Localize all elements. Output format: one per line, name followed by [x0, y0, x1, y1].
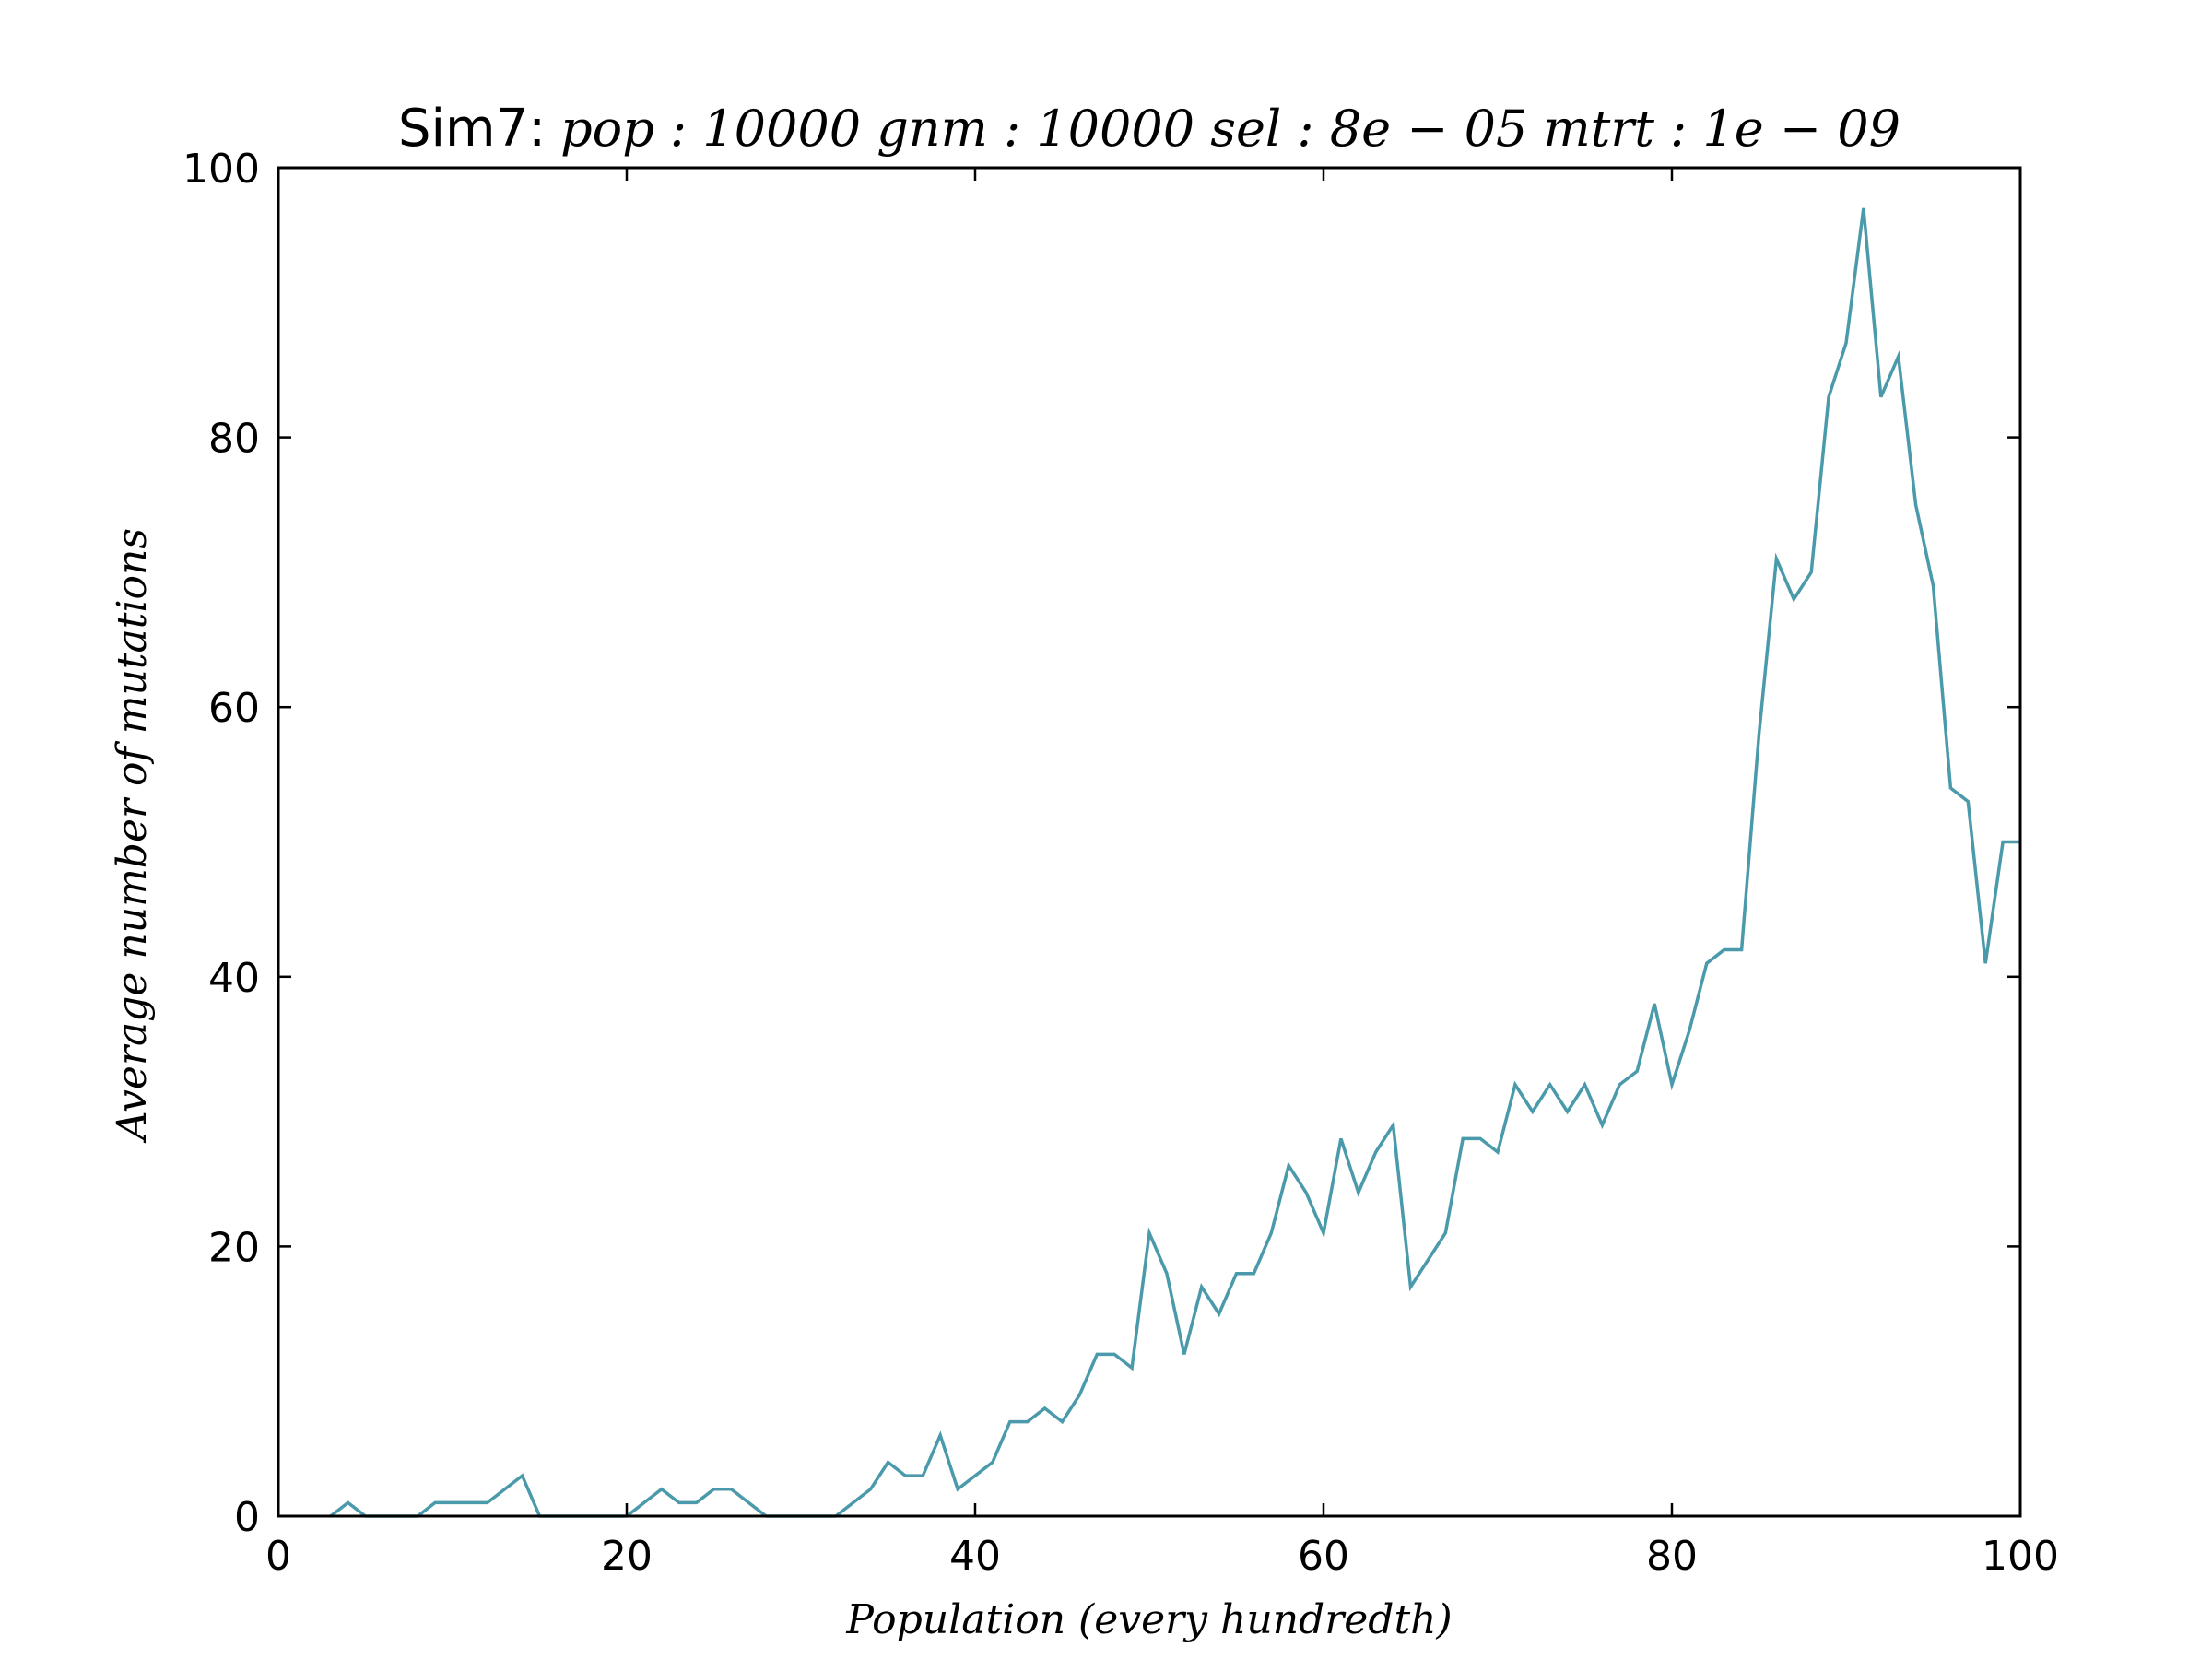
- axis-ticks: [276, 166, 2022, 1518]
- y-tick-label: 60: [208, 685, 260, 732]
- y-tick-label: 0: [234, 1494, 260, 1541]
- x-tick-label: 20: [601, 1533, 653, 1580]
- chart-title-prefix: Sim7:: [398, 99, 546, 159]
- y-tick-label: 80: [208, 416, 260, 463]
- y-axis-label: Average number of mutations: [109, 528, 156, 1144]
- chart-title-params: pop : 10000 gnm : 10000 sel : 8e − 05 mt…: [560, 100, 1900, 158]
- plot-area: [276, 166, 2022, 1518]
- x-tick-label: 0: [265, 1533, 291, 1580]
- x-tick-label: 40: [949, 1533, 1001, 1580]
- x-tick-label: 60: [1298, 1533, 1349, 1580]
- axes-frame: [276, 166, 2022, 1518]
- x-tick-label: 80: [1646, 1533, 1698, 1580]
- chart-title: Sim7: pop : 10000 gnm : 10000 sel : 8e −…: [398, 99, 1900, 159]
- y-tick-label: 100: [182, 146, 260, 193]
- x-axis-label: Population (every hundredth): [845, 1596, 1452, 1643]
- x-tick-label: 100: [1982, 1533, 2059, 1580]
- tick-labels: 0 20 40 60 80 100 0 20 40 60 80 100: [182, 146, 2059, 1580]
- y-tick-label: 20: [208, 1224, 260, 1271]
- y-tick-label: 40: [208, 955, 260, 1002]
